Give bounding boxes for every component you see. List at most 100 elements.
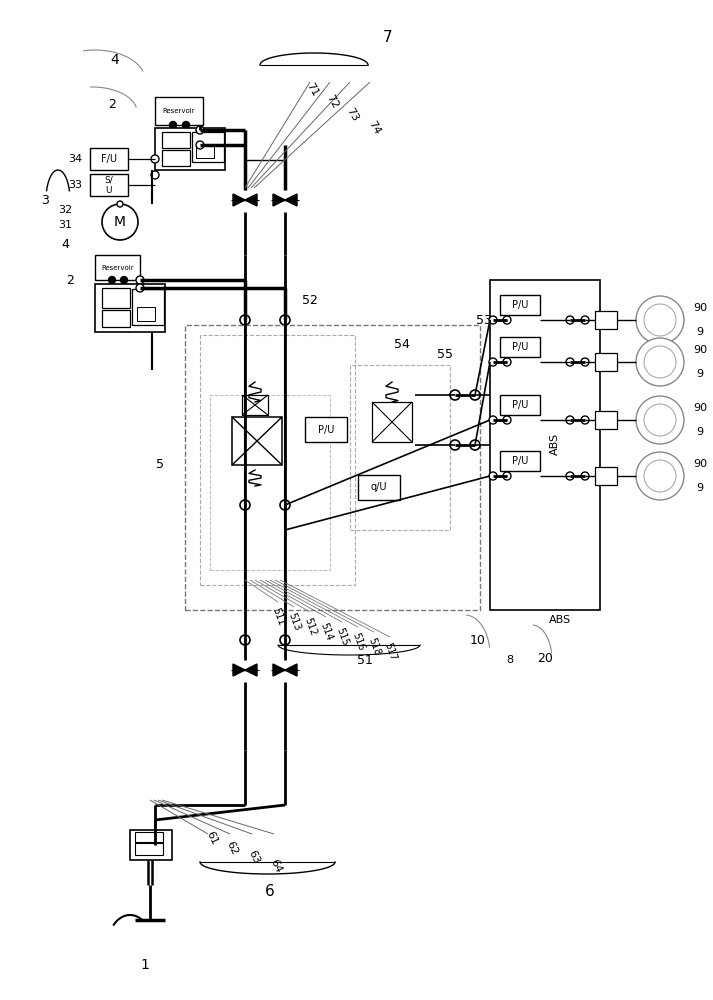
Text: 32: 32 — [58, 205, 72, 215]
Text: 517: 517 — [382, 642, 398, 662]
Text: 90: 90 — [693, 345, 707, 355]
Circle shape — [566, 416, 574, 424]
Circle shape — [136, 276, 144, 284]
Text: 7: 7 — [383, 30, 393, 45]
Bar — [595, 467, 617, 485]
Polygon shape — [285, 664, 297, 676]
Circle shape — [489, 358, 497, 366]
Text: 61: 61 — [205, 830, 220, 846]
Text: 34: 34 — [68, 154, 82, 164]
Text: P/U: P/U — [512, 400, 528, 410]
Text: 512: 512 — [302, 617, 318, 637]
Text: 52: 52 — [302, 294, 318, 306]
Bar — [162, 150, 190, 166]
Text: 516: 516 — [350, 632, 366, 652]
Bar — [500, 295, 540, 315]
Text: 9: 9 — [697, 483, 704, 493]
Text: 74: 74 — [366, 119, 382, 137]
Bar — [595, 311, 617, 329]
Circle shape — [644, 346, 676, 378]
Bar — [95, 255, 140, 280]
Bar — [595, 411, 617, 429]
Bar — [137, 307, 155, 321]
Circle shape — [102, 204, 138, 240]
Text: 9: 9 — [697, 369, 704, 379]
Circle shape — [196, 126, 204, 134]
Text: Reservoir: Reservoir — [163, 108, 195, 114]
Bar — [500, 337, 540, 357]
Circle shape — [581, 472, 589, 480]
Bar — [135, 832, 163, 842]
Text: 33: 33 — [68, 180, 82, 190]
Circle shape — [240, 315, 250, 325]
Text: 2: 2 — [108, 99, 116, 111]
Polygon shape — [245, 194, 257, 206]
Text: P/U: P/U — [512, 342, 528, 352]
Text: 2: 2 — [66, 273, 74, 286]
Circle shape — [581, 416, 589, 424]
Circle shape — [636, 396, 684, 444]
Text: P/U: P/U — [512, 300, 528, 310]
Circle shape — [280, 635, 290, 645]
Circle shape — [183, 121, 190, 128]
Text: 51: 51 — [357, 654, 373, 666]
Polygon shape — [273, 194, 285, 206]
Text: 515: 515 — [334, 627, 350, 647]
Text: 3: 3 — [41, 194, 49, 207]
Text: 6: 6 — [265, 884, 275, 900]
Bar — [95, 284, 165, 332]
Circle shape — [280, 500, 290, 510]
Text: 54: 54 — [394, 338, 410, 352]
Bar — [500, 395, 540, 415]
Circle shape — [581, 316, 589, 324]
Bar — [185, 325, 480, 610]
Text: 64: 64 — [269, 857, 284, 875]
Text: Reservoir: Reservoir — [101, 264, 134, 270]
Bar — [595, 353, 617, 371]
Text: 5: 5 — [156, 458, 164, 472]
Polygon shape — [233, 194, 245, 206]
Bar — [102, 288, 130, 308]
Circle shape — [489, 316, 497, 324]
Bar — [200, 335, 355, 585]
Circle shape — [503, 358, 511, 366]
Circle shape — [636, 338, 684, 386]
Circle shape — [644, 304, 676, 336]
Text: 53: 53 — [476, 314, 492, 326]
Bar — [102, 310, 130, 327]
Bar — [490, 280, 600, 610]
Bar — [196, 146, 214, 158]
Circle shape — [151, 171, 159, 179]
Circle shape — [108, 276, 116, 284]
Circle shape — [644, 460, 676, 492]
Circle shape — [120, 276, 128, 284]
Circle shape — [280, 315, 290, 325]
Text: P/U: P/U — [512, 456, 528, 466]
Bar — [232, 417, 282, 465]
Circle shape — [566, 472, 574, 480]
Bar — [305, 417, 347, 442]
Text: 518: 518 — [366, 637, 382, 657]
Circle shape — [151, 155, 159, 163]
Bar — [155, 97, 203, 125]
Bar — [210, 395, 330, 570]
Circle shape — [170, 121, 177, 128]
Circle shape — [644, 404, 676, 436]
Text: F/U: F/U — [101, 154, 117, 164]
Bar — [90, 148, 128, 170]
Circle shape — [240, 500, 250, 510]
Bar — [135, 843, 163, 855]
Text: 55: 55 — [437, 349, 453, 361]
Text: 72: 72 — [324, 93, 340, 111]
Text: 9: 9 — [697, 327, 704, 337]
Circle shape — [450, 440, 460, 450]
Text: 10: 10 — [470, 634, 486, 647]
Circle shape — [636, 296, 684, 344]
Text: 90: 90 — [693, 403, 707, 413]
Text: 62: 62 — [225, 839, 240, 857]
Text: 31: 31 — [58, 220, 72, 230]
Circle shape — [240, 635, 250, 645]
Polygon shape — [285, 194, 297, 206]
Text: M: M — [114, 215, 126, 229]
Text: 9: 9 — [697, 427, 704, 437]
